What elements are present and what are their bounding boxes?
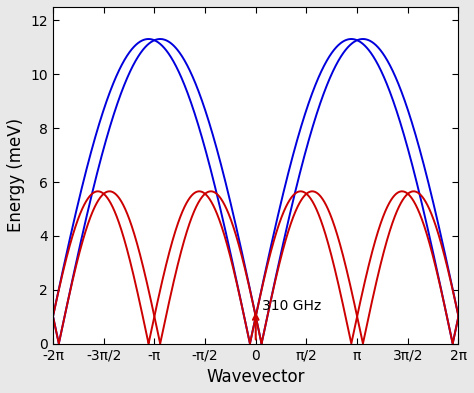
X-axis label: Wavevector: Wavevector (207, 368, 305, 386)
Y-axis label: Energy (meV): Energy (meV) (7, 118, 25, 232)
Text: 310 GHz: 310 GHz (262, 299, 321, 313)
